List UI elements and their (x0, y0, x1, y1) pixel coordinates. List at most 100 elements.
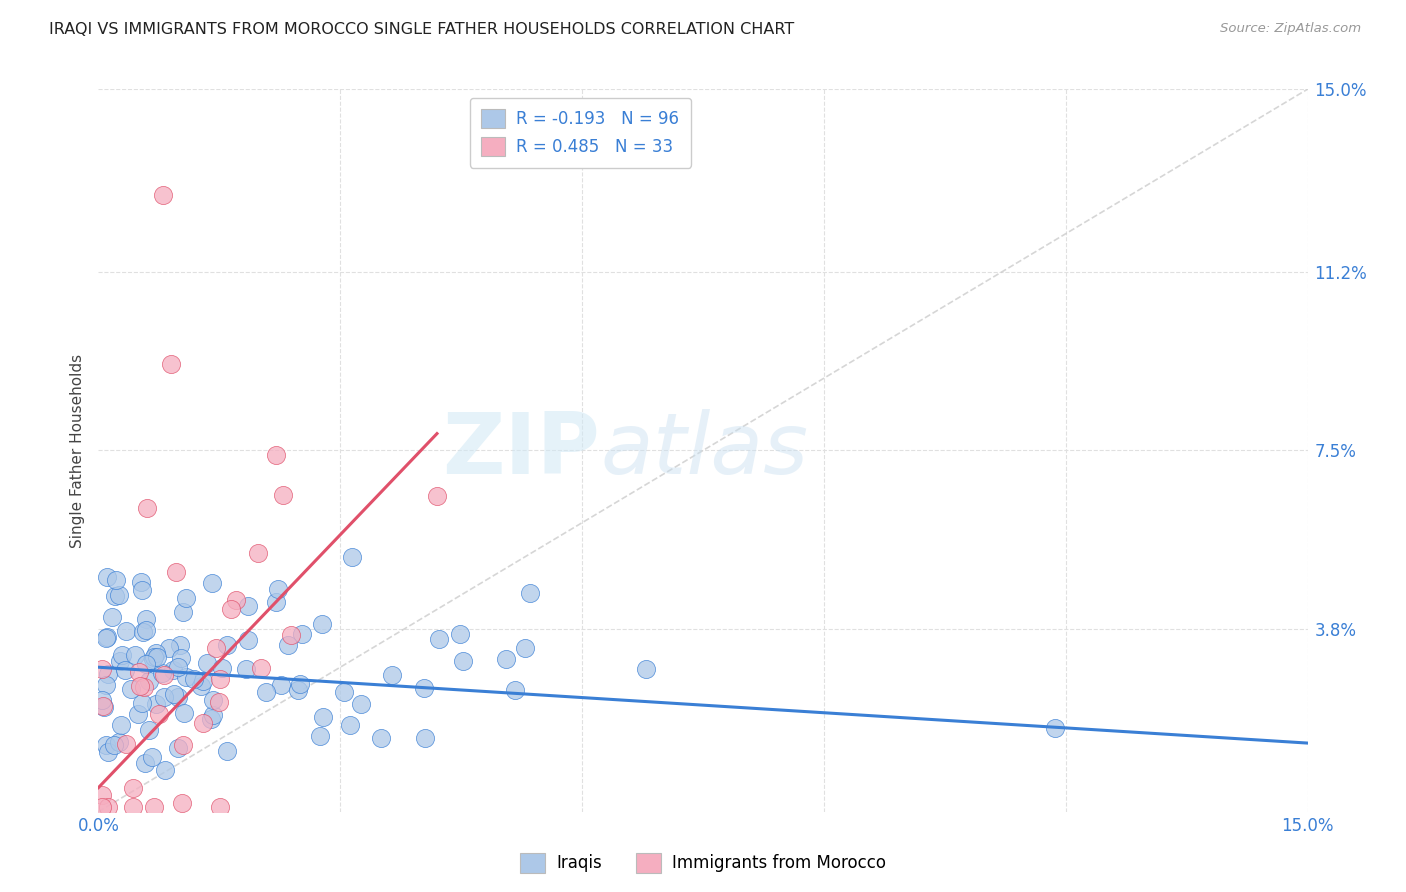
Point (311, 617, 333, 632)
Point (225, 592, 247, 607)
Point (146, 649, 169, 664)
Point (169, 639, 191, 653)
Point (124, 648, 146, 662)
Point (91, 800, 114, 814)
Point (271, 488, 294, 502)
Point (209, 672, 232, 686)
Text: Source: ZipAtlas.com: Source: ZipAtlas.com (1220, 22, 1361, 36)
Point (131, 624, 153, 639)
Text: atlas: atlas (600, 409, 808, 492)
Point (174, 670, 197, 684)
Point (167, 690, 190, 705)
Point (370, 731, 392, 746)
Point (173, 706, 195, 721)
Point (172, 739, 194, 753)
Point (236, 599, 259, 613)
Point (1045, 722, 1067, 736)
Point (153, 764, 176, 778)
Point (350, 697, 373, 711)
Point (153, 668, 176, 682)
Point (93, 700, 115, 714)
Point (148, 706, 170, 721)
Point (238, 632, 260, 647)
Point (195, 656, 218, 670)
Point (280, 628, 302, 642)
Point (211, 661, 233, 675)
Point (412, 681, 434, 695)
Point (426, 489, 449, 503)
Point (142, 652, 165, 666)
Point (153, 690, 176, 704)
Point (250, 660, 273, 674)
Point (217, 743, 239, 757)
Point (264, 595, 287, 609)
Point (97, 667, 120, 681)
Point (277, 638, 299, 652)
Point (163, 688, 186, 702)
Point (160, 357, 183, 371)
Point (131, 696, 153, 710)
Point (449, 627, 471, 641)
Point (312, 709, 335, 723)
Point (503, 682, 526, 697)
Point (270, 678, 292, 692)
Point (170, 796, 193, 810)
Point (333, 685, 356, 699)
Point (103, 739, 125, 753)
Point (135, 624, 157, 638)
Point (174, 591, 197, 605)
Point (381, 668, 404, 682)
Point (291, 627, 314, 641)
Point (167, 741, 190, 756)
Point (91, 693, 114, 707)
Point (201, 575, 224, 590)
Point (287, 683, 309, 698)
Point (107, 588, 129, 602)
Point (97, 745, 120, 759)
Point (104, 573, 127, 587)
Point (142, 800, 165, 814)
Point (145, 646, 167, 660)
Point (104, 589, 127, 603)
Point (138, 723, 160, 738)
Point (152, 188, 174, 202)
Point (91, 788, 114, 802)
Point (254, 685, 277, 699)
Point (208, 695, 231, 709)
Point (201, 707, 224, 722)
Point (453, 654, 475, 668)
Point (132, 681, 155, 695)
Point (115, 624, 138, 639)
Point (290, 677, 312, 691)
Point (217, 638, 239, 652)
Point (143, 650, 166, 665)
Point (114, 737, 136, 751)
Point (205, 640, 228, 655)
Point (145, 697, 167, 711)
Point (129, 575, 152, 590)
Point (134, 756, 156, 771)
Point (267, 582, 290, 597)
Point (127, 707, 149, 722)
Point (165, 566, 187, 580)
Point (91, 698, 114, 713)
Point (131, 582, 153, 597)
Point (209, 800, 232, 814)
Point (427, 632, 450, 646)
Point (170, 650, 193, 665)
Point (247, 546, 270, 560)
Point (162, 664, 184, 678)
Point (122, 800, 145, 814)
Point (157, 641, 180, 656)
Text: ZIP: ZIP (443, 409, 600, 492)
Point (309, 729, 332, 743)
Point (221, 602, 243, 616)
Point (94, 739, 117, 753)
Point (191, 715, 214, 730)
Point (138, 673, 160, 688)
Point (235, 662, 257, 676)
Point (135, 612, 157, 626)
Point (114, 663, 136, 677)
Point (134, 657, 156, 671)
Point (339, 718, 361, 732)
